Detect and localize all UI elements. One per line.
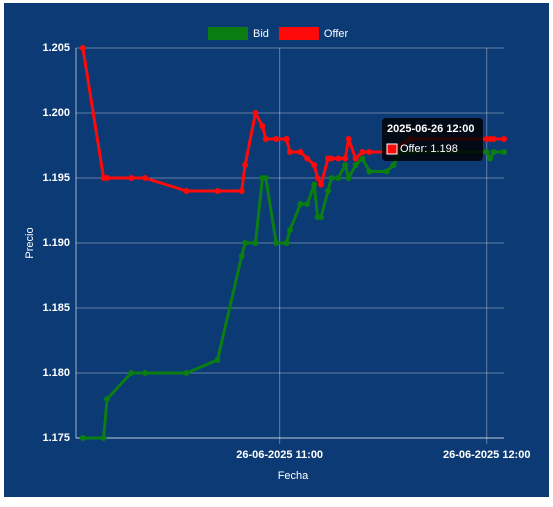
data-point [128,175,135,181]
chart-background [4,3,549,497]
data-point [142,175,149,181]
y-tick-label: 1.180 [42,367,70,379]
data-point [345,175,352,181]
data-point [304,201,311,207]
x-axis-title: Fecha [278,470,309,482]
data-point [104,396,111,402]
data-point [335,155,342,162]
y-tick-label: 1.175 [42,432,70,444]
data-point [490,149,497,155]
data-point [287,227,293,233]
data-point [328,155,335,162]
y-tick-label: 1.195 [42,172,70,184]
data-point [359,149,366,155]
data-point [262,136,269,142]
tooltip: 2025-06-26 12:00 Offer: 1.198 [382,118,483,161]
data-point [283,240,290,246]
data-point [242,162,249,168]
data-point [100,435,107,441]
data-point [283,136,290,142]
data-point [324,188,331,194]
data-point [79,45,86,51]
data-point [238,188,245,194]
legend-swatch [278,27,319,40]
data-point [304,155,311,162]
data-point [352,162,359,168]
data-point [311,162,318,168]
data-point [242,240,249,246]
tooltip-box [382,118,483,161]
y-axis-title: Precio [24,227,36,258]
data-point [342,155,349,162]
x-tick-label: 26-06-2025 11:00 [236,449,323,461]
data-point [262,175,269,181]
data-point [366,149,373,155]
tooltip-swatch [386,143,398,155]
legend-swatch [208,27,248,40]
data-point [287,149,293,155]
data-point [297,149,304,155]
y-tick-label: 1.185 [42,302,70,314]
data-point [342,162,349,168]
tooltip-label: Offer: 1.198 [400,143,458,155]
data-point [259,123,266,129]
data-point [311,181,318,188]
data-point [345,136,352,142]
data-point [490,136,497,142]
data-point [297,201,304,207]
data-point [252,240,259,246]
tooltip-title: 2025-06-26 12:00 [387,123,474,135]
data-point [328,175,335,181]
x-tick-label: 26-06-2025 12:00 [443,449,530,461]
data-point [335,175,342,181]
y-tick-label: 1.205 [42,42,70,54]
data-point [128,370,135,376]
data-point [252,110,259,116]
data-point [214,188,221,194]
data-point [104,175,111,181]
legend-label: Bid [253,28,269,40]
data-point [366,168,373,175]
y-tick-label: 1.200 [42,107,70,119]
data-point [273,240,280,246]
data-point [359,155,366,162]
legend-label: Offer [324,28,349,40]
data-point [487,155,494,162]
data-point [383,168,390,175]
data-point [318,181,325,188]
data-point [142,370,149,376]
y-tick-label: 1.190 [42,237,70,249]
data-point [273,136,280,142]
data-point [238,253,245,259]
data-point [79,435,86,441]
data-point [183,188,190,194]
data-point [501,149,507,155]
data-point [483,149,490,155]
data-point [183,370,190,376]
data-point [501,136,507,142]
data-point [214,357,221,363]
data-point [352,155,359,162]
data-point [390,162,397,168]
data-point [318,214,325,220]
data-point [314,175,321,181]
